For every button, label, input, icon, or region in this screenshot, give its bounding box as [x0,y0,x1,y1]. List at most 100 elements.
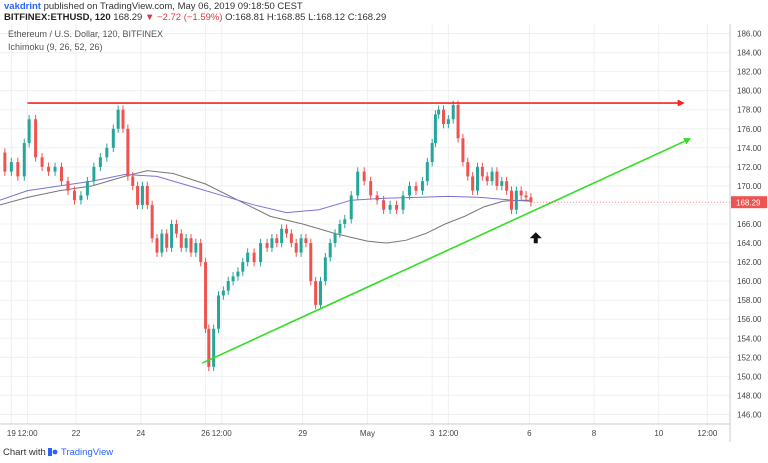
candle-body [299,238,303,253]
up-arrow-icon [529,232,542,244]
x-tick-label: 10 [654,429,663,438]
candle-body [204,262,208,329]
candle-up [333,229,337,248]
candle-down [265,238,269,253]
candle-body [131,176,135,186]
candle-body [480,166,484,177]
candle-body [485,176,489,182]
x-tick-label: 24 [136,429,145,438]
candle-down [505,176,509,195]
candle-body [155,238,159,253]
candle-down [16,157,20,181]
candle-up [430,138,434,167]
candle-body [47,166,51,172]
candle-up [323,253,327,286]
candle-body [27,119,31,144]
x-tick-label: May [360,429,375,438]
candle-body [514,190,518,210]
candle-up [299,234,303,257]
candle-down [375,191,379,205]
candle-up [184,234,188,253]
candle-up [420,176,424,195]
candle-body [40,157,44,167]
candle-up [259,238,263,267]
candle-body [382,200,386,210]
candle-down [369,176,373,200]
candle-up [246,248,250,267]
candle-body [189,238,193,253]
candle-body [475,166,479,191]
candle-down [47,162,51,176]
y-tick-label: 172.00 [737,163,762,172]
candle-body [408,185,412,196]
candle-down [442,105,446,129]
price-axis[interactable]: 146.00 148.00 150.00 152.00 154.00 156.00 158.… [729,24,767,442]
y-tick-label: 166.00 [737,220,762,229]
candle-up [490,167,494,186]
candle-body [490,171,494,182]
candle-body [53,166,57,172]
candle-body [207,328,211,367]
x-tick-label: 3 [430,429,435,438]
chart-series [0,99,730,372]
candle-down [131,172,135,191]
candle-body [160,233,164,253]
candle-down [519,186,523,200]
candle-body [184,238,188,248]
x-tick-label: 12:00 [18,429,39,438]
candle-up [433,110,437,148]
candle-down [3,148,7,176]
y-tick-label: 160.00 [737,277,762,286]
candle-body [388,204,392,210]
candle-up [160,229,164,257]
candle-body [246,252,250,263]
candle-down [509,186,513,214]
candle-body [270,238,274,248]
y-tick-label: 148.00 [737,391,762,400]
last-price-label: 168.29 [736,199,761,208]
x-tick-label: 26 [201,429,210,438]
candle-up [98,153,102,172]
candle-body [16,162,20,177]
candle-body [304,238,308,244]
candle-body [259,243,263,263]
candle-body [333,233,337,244]
candle-down [480,162,484,181]
candle-up [318,276,322,310]
y-tick-label: 176.00 [737,125,762,134]
candle-down [471,172,475,195]
y-tick-label: 162.00 [737,258,762,267]
candle-up [226,276,230,295]
footer: Chart with TradingView [3,447,113,458]
candle-down [294,238,298,257]
candle-body [328,243,332,258]
candle-body [284,228,288,234]
candle-down [165,229,169,253]
candle-body [60,166,64,182]
y-tick-label: 158.00 [737,296,762,305]
price-chart[interactable]: 146.00 148.00 150.00 152.00 154.00 156.00 158.… [0,24,768,442]
candle-up [280,224,284,248]
candle-body [509,190,513,210]
candle-down [382,195,386,214]
x-tick-label: 12:00 [697,429,718,438]
candle-down [466,157,470,181]
candle-down [204,257,208,334]
publish-info: vakdrint published on TradingView.com, M… [4,1,303,12]
candle-up [194,238,198,257]
candle-body [437,109,441,115]
candle-down [485,172,489,186]
candle-down [150,200,154,243]
candle-down [34,114,38,162]
author-name[interactable]: vakdrint [4,1,41,12]
candle-body [105,147,109,158]
candle-down [126,124,130,181]
candle-up [212,324,216,372]
time-axis[interactable]: 19 12:00 22 24 26 12:00 29 May 3 12:00 6 8 10 12:00 [0,423,730,438]
candle-body [170,224,174,248]
candle-down [289,229,293,248]
footer-brand[interactable]: TradingView [60,447,114,458]
candle-down [524,191,528,202]
candle-down [495,167,499,191]
candle-down [309,238,313,286]
